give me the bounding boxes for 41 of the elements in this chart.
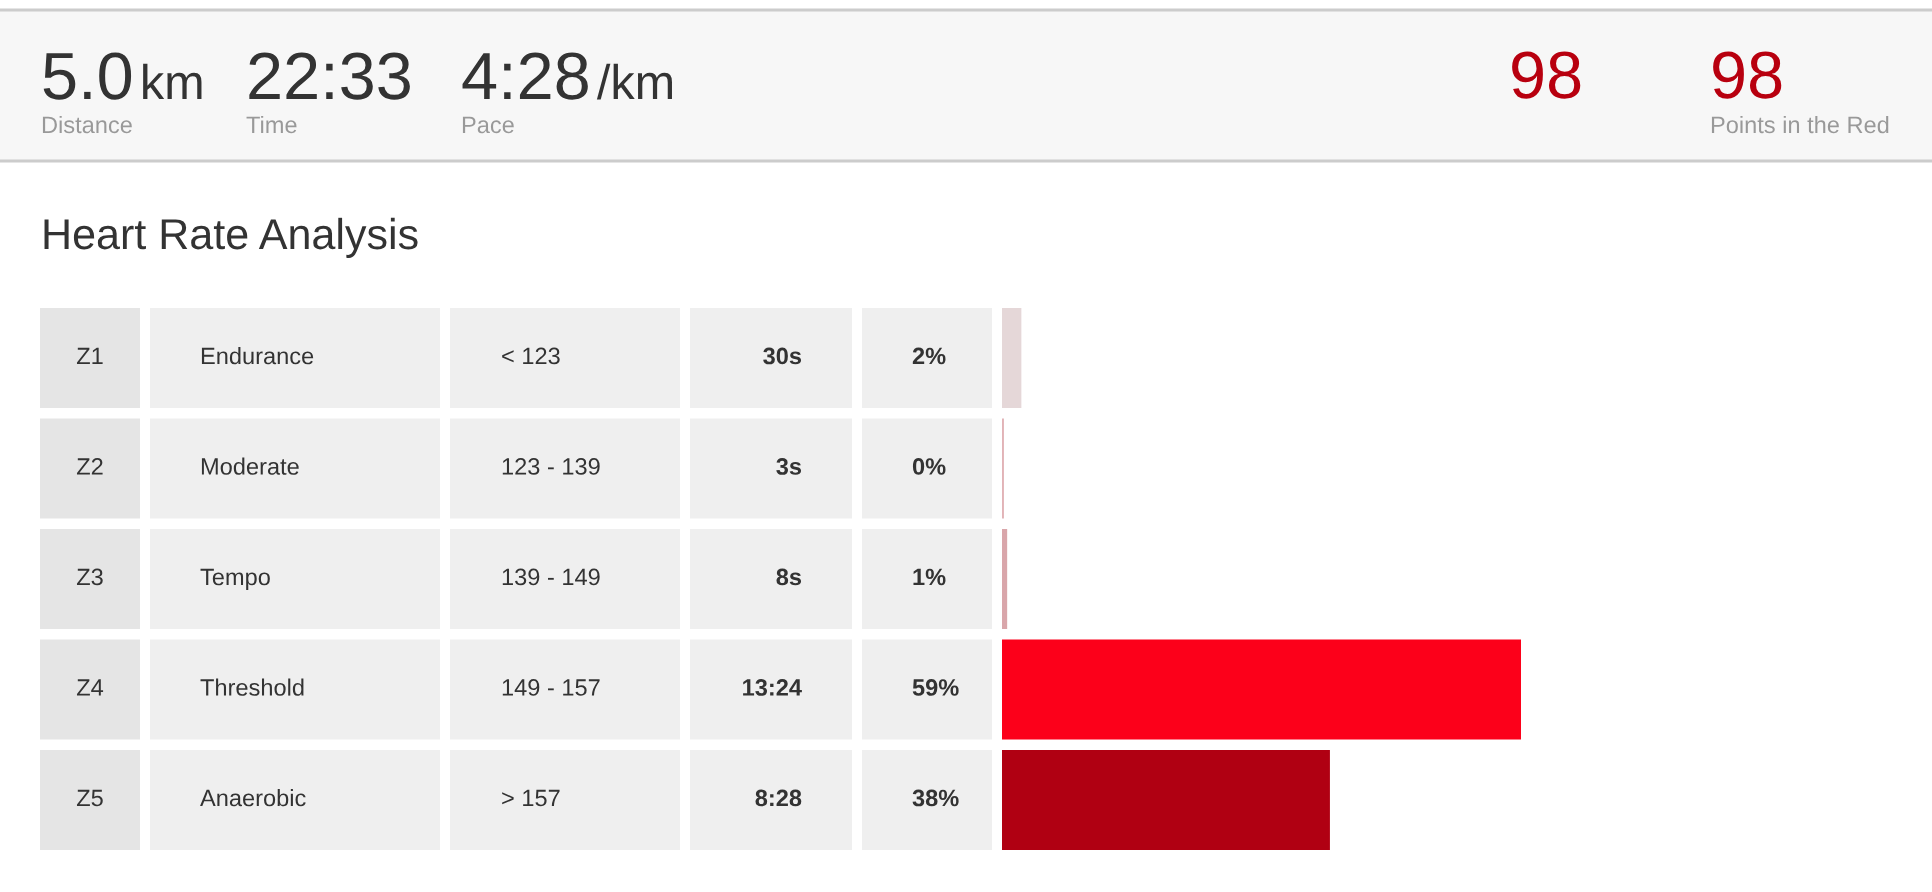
y-tick-label: Z3 — [76, 568, 103, 586]
text: 123 - 139 — [502, 458, 600, 475]
text: Heart Rate Analysis — [44, 217, 418, 258]
text: Points in the Red — [1711, 115, 1889, 134]
text: > 157 — [502, 789, 560, 807]
text: < 123 — [502, 347, 560, 365]
bar — [1002, 308, 1022, 408]
text: 98 — [1512, 51, 1581, 99]
y-tick-label: Z2 — [76, 458, 103, 475]
bar — [1002, 639, 1521, 740]
text: Distance — [42, 115, 132, 134]
text: km — [143, 63, 202, 99]
data-label: 30s — [763, 347, 802, 365]
text: 59% — [912, 679, 959, 696]
bar — [1002, 529, 1008, 629]
bar — [1002, 750, 1330, 850]
data-label: 13:24 — [743, 679, 802, 696]
data-label: 8s — [776, 568, 802, 586]
text: Time — [246, 115, 297, 134]
y-tick-label: Z5 — [76, 789, 103, 807]
data-label: 8:28 — [755, 789, 802, 807]
y-tick-label: Z4 — [76, 679, 104, 696]
text: 98 — [1713, 51, 1782, 99]
text: 22:33 — [249, 52, 410, 100]
text: Anaerobic — [200, 788, 306, 807]
data-label: 3s — [776, 458, 802, 475]
text: 1% — [913, 568, 946, 586]
text: 2% — [912, 347, 946, 365]
text: /km — [596, 63, 672, 100]
text: 0% — [912, 458, 946, 475]
text: Endurance — [201, 347, 314, 365]
text: Moderate — [201, 457, 299, 475]
text: 149 - 157 — [502, 679, 600, 696]
text: 5.0 — [43, 52, 132, 100]
text: 4:28 — [462, 52, 588, 100]
text: Threshold — [200, 678, 304, 696]
text: 139 - 149 — [502, 568, 600, 586]
text: Tempo — [200, 568, 270, 591]
y-tick-label: Z1 — [76, 347, 103, 365]
text: 38% — [912, 789, 959, 807]
text: Pace — [462, 116, 514, 134]
